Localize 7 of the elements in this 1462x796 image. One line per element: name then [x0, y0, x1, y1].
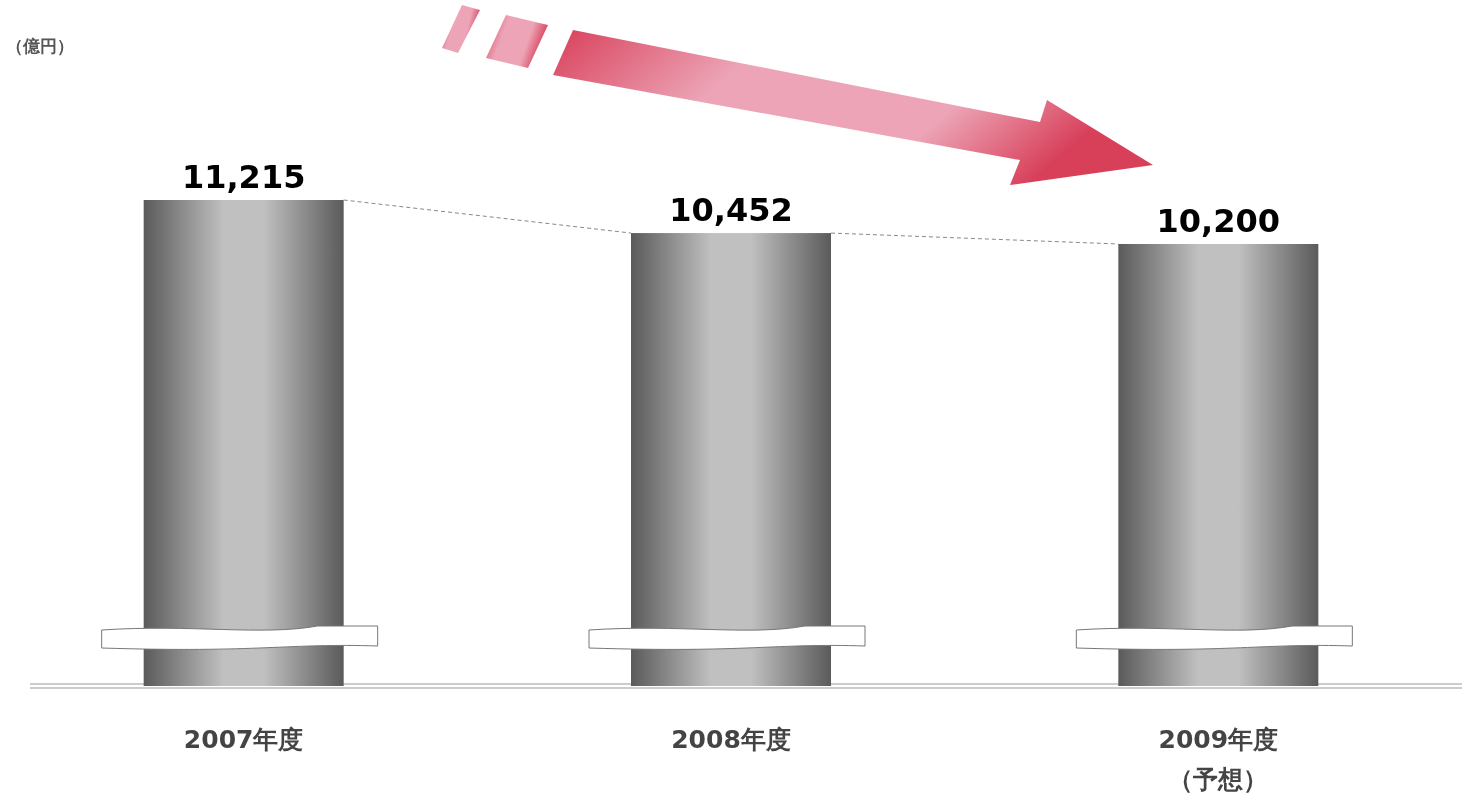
x-tick-label: 2008年度: [671, 725, 791, 754]
x-tick-label: 2009年度（予想）: [1158, 725, 1279, 794]
data-label: 11,215: [181, 158, 306, 196]
x-tick-label: 2007年度: [183, 725, 304, 754]
text: （億円）: [6, 36, 74, 56]
data-label: 10,452: [669, 191, 793, 230]
data-label: 10,200: [1156, 201, 1281, 240]
